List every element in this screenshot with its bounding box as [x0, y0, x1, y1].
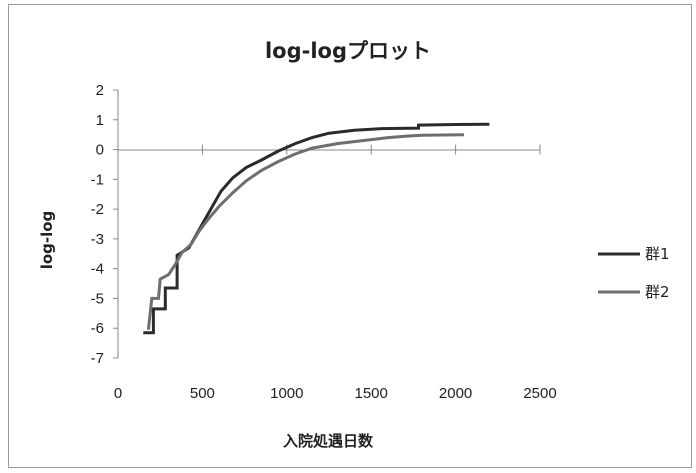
legend-label-1: 群1: [645, 245, 670, 263]
x-axis-label: 入院処遇日数: [283, 432, 374, 450]
x-tick-label: 1500: [355, 385, 388, 402]
series-layer: [143, 122, 490, 335]
x-tick-label: 1000: [270, 385, 303, 402]
y-tick-label: -6: [91, 320, 104, 337]
y-tick-label: -2: [91, 201, 104, 218]
y-tick-label: -1: [91, 171, 104, 188]
x-tick-label: 2000: [439, 385, 472, 402]
y-tick-label: 0: [96, 142, 104, 159]
series-line-2: [146, 133, 465, 330]
x-tick-label: 0: [114, 385, 122, 402]
y-ticks: 2 1 0 -1 -2 -3 -4 -5 -6 -7: [91, 82, 118, 367]
x-tick-label: 2500: [523, 385, 556, 402]
chart-frame: [8, 4, 692, 468]
chart-title: log-logプロット: [265, 39, 431, 63]
y-tick-label: -7: [91, 350, 104, 367]
legend-label-2: 群2: [645, 283, 670, 301]
y-tick-label: 1: [96, 112, 104, 129]
y-tick-label: -4: [91, 261, 104, 278]
x-ticks: 0 500 1000 1500 2000 2500: [114, 144, 557, 402]
y-axis-label: log-log: [38, 211, 56, 270]
legend: 群1 群2: [598, 245, 670, 301]
y-tick-label: 2: [96, 82, 104, 99]
y-tick-label: -3: [91, 231, 104, 248]
x-tick-label: 500: [190, 385, 215, 402]
y-tick-label: -5: [91, 290, 104, 307]
series-line-1: [143, 122, 490, 335]
